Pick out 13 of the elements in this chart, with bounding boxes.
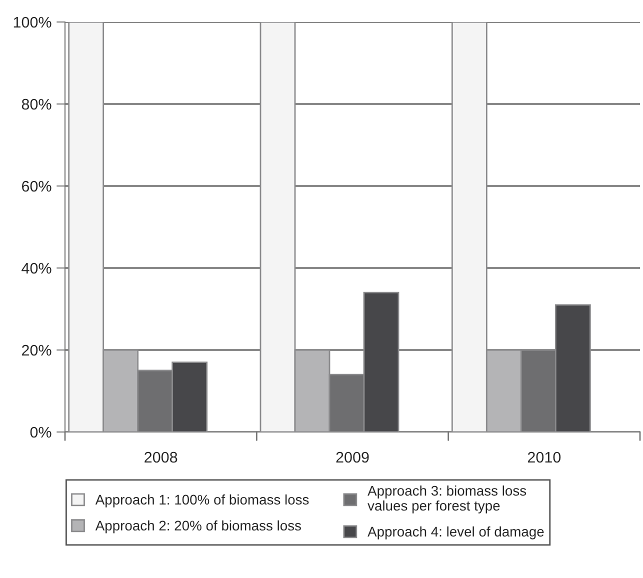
legend-label: Approach 3: biomass loss values per forest type — [368, 486, 526, 514]
x-tick-label: 2008 — [144, 452, 178, 463]
x-tick-label: 2010 — [528, 452, 561, 463]
y-tick-label: 0% — [30, 426, 52, 438]
x-tick-label: 2009 — [336, 452, 369, 463]
y-tick-label: 20% — [22, 344, 52, 356]
legend-label: Approach 1: 100% of biomass loss — [95, 494, 309, 508]
y-tick-label: 60% — [22, 180, 52, 192]
y-tick-label: 100% — [14, 16, 52, 28]
legend-label: Approach 2: 20% of biomass loss — [95, 520, 301, 534]
y-tick-label: 80% — [22, 98, 52, 110]
legend-label: Approach 4: level of damage — [368, 526, 544, 540]
y-tick-label: 40% — [22, 262, 52, 274]
